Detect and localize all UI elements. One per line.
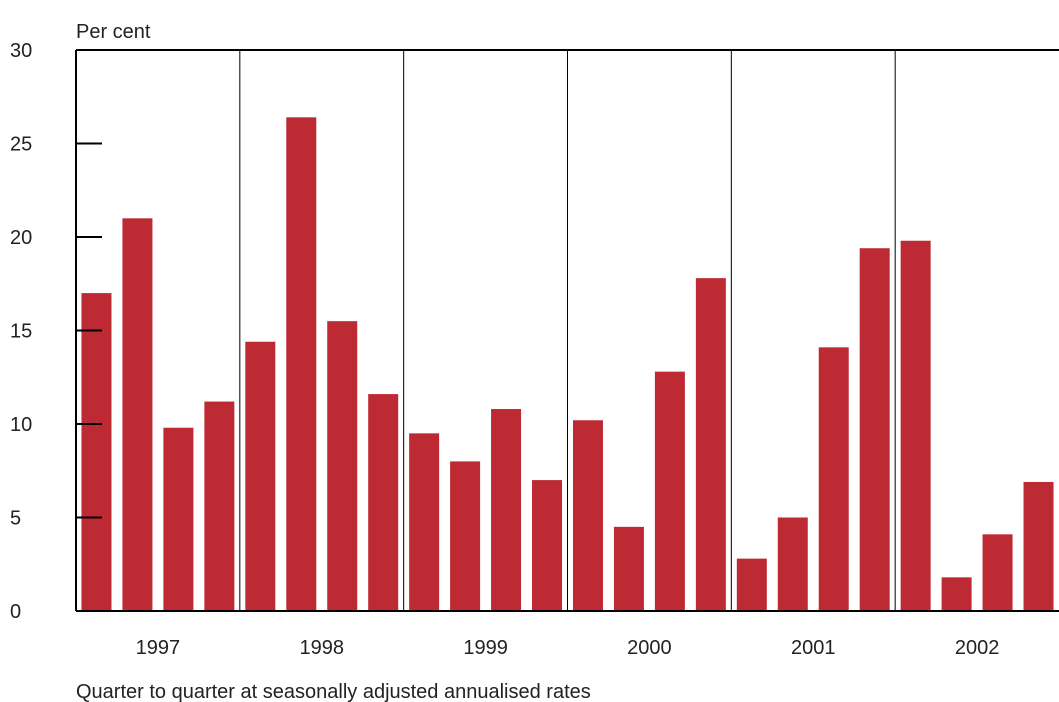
bar [859, 248, 890, 611]
y-tick-label: 5 [10, 508, 21, 530]
bar [368, 394, 399, 611]
bar [818, 347, 849, 611]
bar [286, 117, 317, 611]
y-tick-label: 25 [10, 134, 32, 156]
y-tick-label: 20 [10, 227, 32, 249]
bar [900, 240, 931, 612]
bar [941, 577, 972, 611]
y-tick-label: 30 [10, 40, 32, 62]
bar [409, 433, 440, 611]
bar [245, 341, 276, 611]
bar [450, 461, 481, 611]
bar [777, 517, 808, 611]
y-tick-label: 10 [10, 414, 32, 436]
bar [654, 371, 685, 611]
x-tick-label: 2000 [627, 637, 672, 659]
bar [982, 534, 1013, 611]
y-tick-label: 0 [10, 601, 21, 623]
bar [1023, 481, 1054, 611]
bar [122, 218, 153, 612]
bar [613, 526, 644, 611]
bar [204, 401, 235, 611]
bar [491, 409, 522, 611]
y-axis-label: Per cent [76, 21, 151, 43]
bar [81, 293, 112, 611]
x-tick-label: 2001 [791, 637, 836, 659]
bar [163, 427, 194, 611]
bar [695, 278, 726, 611]
bar [736, 558, 767, 611]
x-tick-label: 1997 [136, 637, 181, 659]
bar [572, 420, 603, 611]
y-tick-label: 15 [10, 321, 32, 343]
x-tick-label: 1998 [300, 637, 345, 659]
x-tick-label: 2002 [955, 637, 1000, 659]
bar [327, 321, 358, 611]
chart-note: Quarter to quarter at seasonally adjuste… [76, 681, 591, 702]
x-tick-label: 1999 [463, 637, 508, 659]
bar [532, 480, 563, 611]
